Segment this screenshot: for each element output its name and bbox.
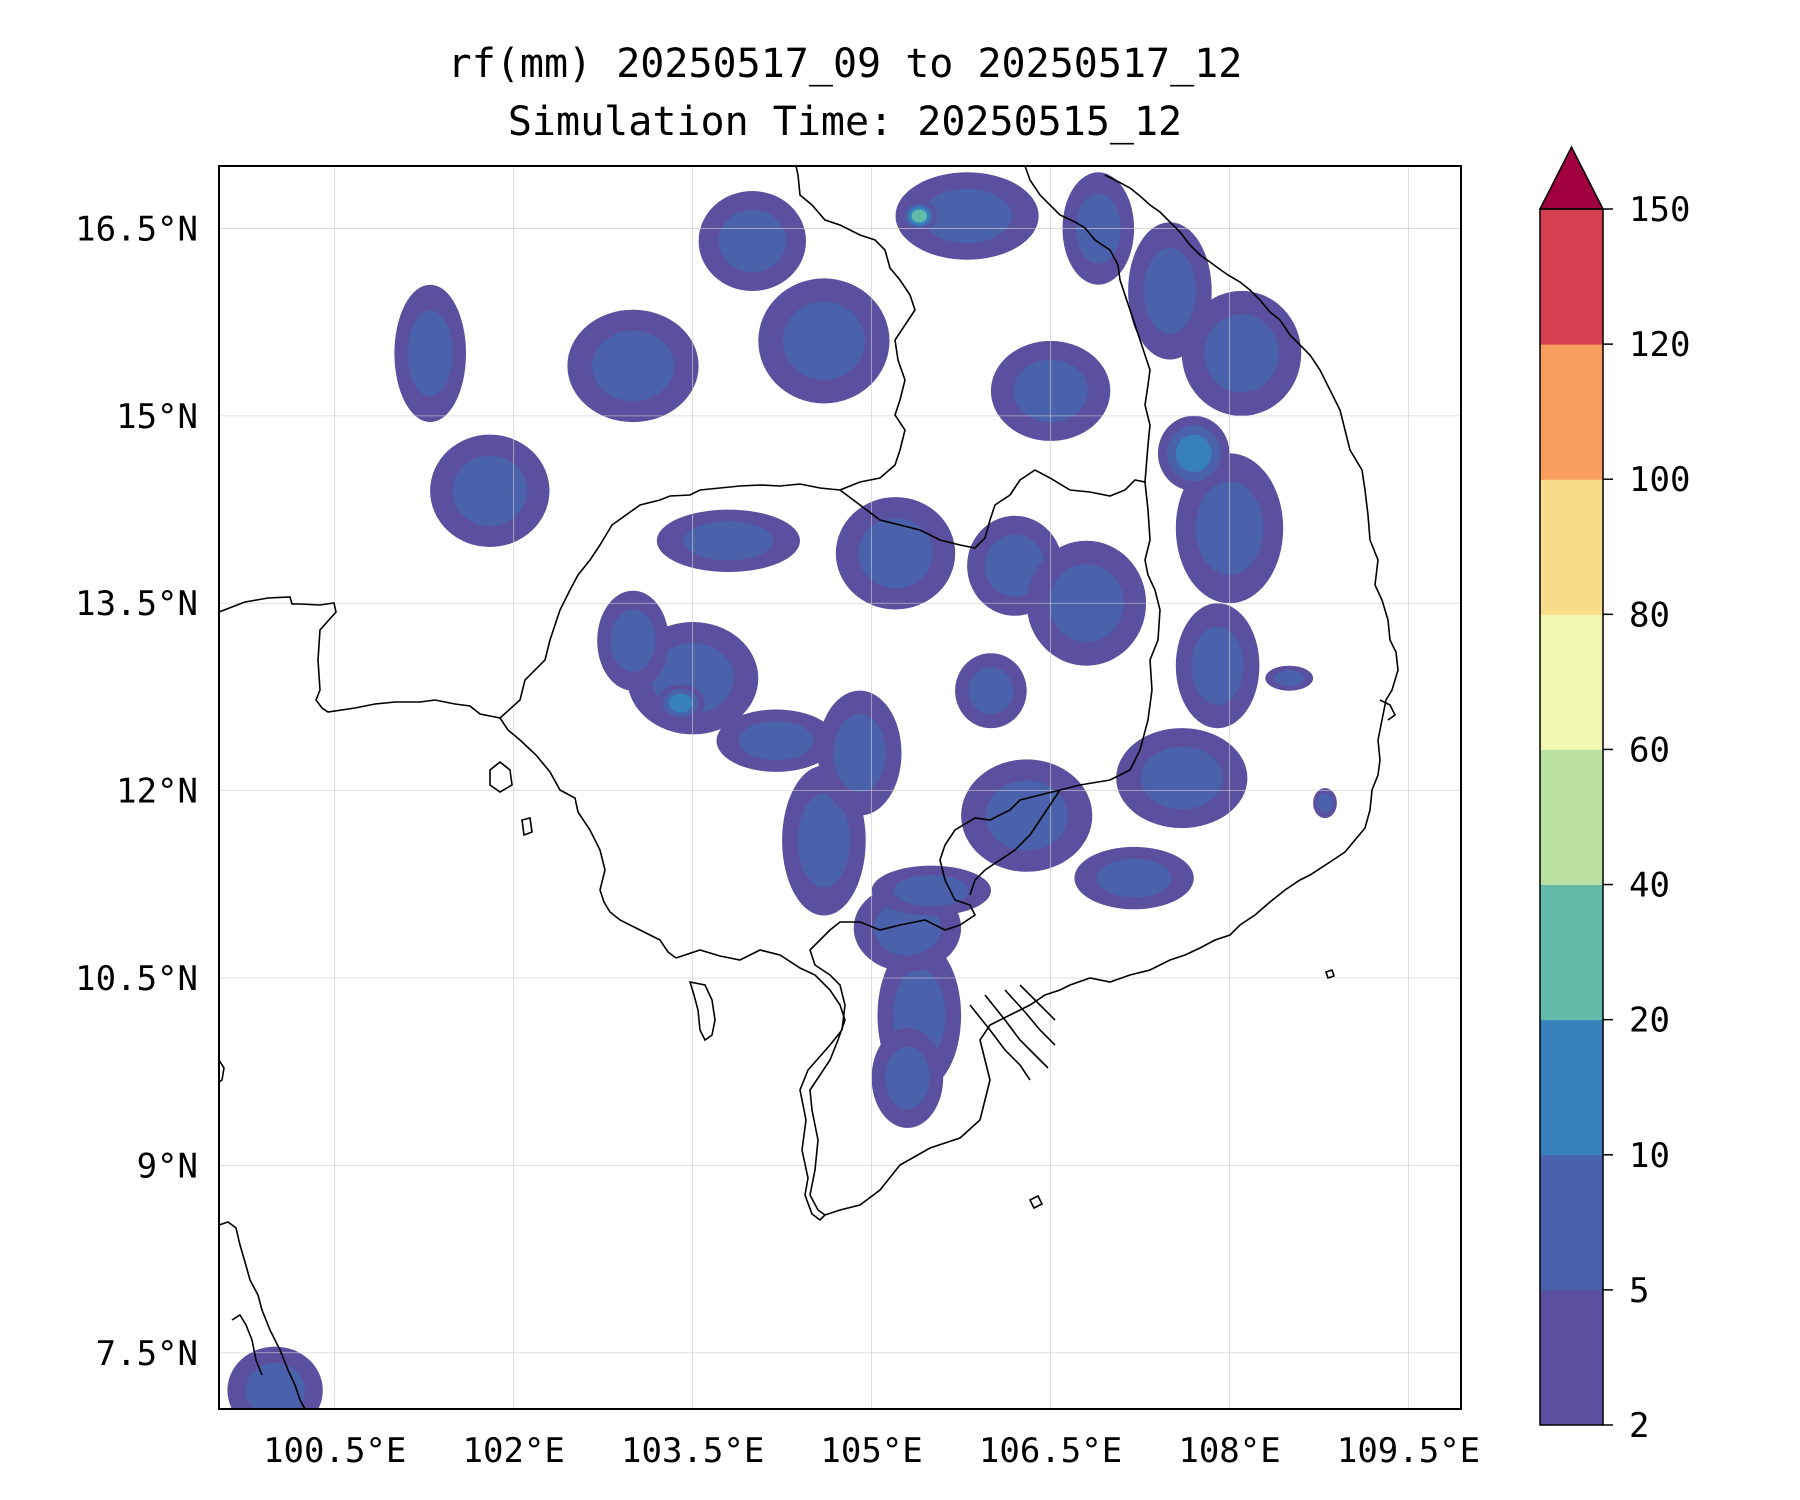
malay-coast xyxy=(219,1221,306,1409)
colorbar-label: 150 xyxy=(1629,190,1690,230)
map-frame xyxy=(218,165,1462,1410)
chart-title: rf(mm) 20250517_09 to 20250517_12 xyxy=(447,41,1243,87)
y-tick-label: 15°N xyxy=(116,397,198,437)
x-tick-label: 109.5°E xyxy=(1337,1431,1480,1471)
rain-cell xyxy=(407,310,453,397)
colorbar-segment xyxy=(1540,209,1603,345)
colorbar-segment xyxy=(1540,749,1603,885)
colorbar-segment xyxy=(1540,884,1603,1021)
delta-channel-3 xyxy=(1004,989,1056,1046)
colorbar-label: 40 xyxy=(1629,866,1670,906)
colorbar: 2 5 10 20 40 60 80 100 120 150 xyxy=(1538,145,1690,1446)
y-tick-label: 13.5°N xyxy=(75,584,198,624)
colorbar-segment xyxy=(1540,344,1603,480)
rain-cell xyxy=(985,534,1045,597)
delta-channel-4 xyxy=(1019,984,1056,1021)
rain-cell xyxy=(797,793,851,888)
x-tick-label: 108°E xyxy=(1178,1431,1280,1471)
rain-cell xyxy=(1274,670,1305,686)
delta-channel-2 xyxy=(984,994,1049,1069)
x-tick-label: 103.5°E xyxy=(621,1431,764,1471)
island-phu-quoc xyxy=(688,980,716,1042)
y-tick-label: 16.5°N xyxy=(75,209,198,249)
colorbar-segment xyxy=(1540,1019,1603,1156)
coastline-delta xyxy=(824,984,1071,1216)
colorbar-extend-arrow xyxy=(1538,145,1605,210)
x-tick-label: 105°E xyxy=(820,1431,922,1471)
rain-cell xyxy=(1143,248,1196,334)
y-axis-ticks: 16.5°N 15°N 13.5°N 12°N 10.5°N 9°N 7.5°N xyxy=(75,209,198,1373)
border-cambodia-laos xyxy=(839,469,1146,549)
rainfall-contours xyxy=(227,172,1337,1409)
vietnam-coast-inlet xyxy=(1379,699,1397,721)
y-tick-label: 7.5°N xyxy=(96,1334,198,1374)
border-thai-cambodia xyxy=(499,483,841,719)
rain-cell xyxy=(610,609,656,672)
island-tiny-1 xyxy=(1324,968,1336,980)
colorbar-segment xyxy=(1540,1289,1603,1426)
rain-cell xyxy=(985,780,1068,851)
colorbar-label: 100 xyxy=(1629,460,1690,500)
colorbar-frame xyxy=(1539,208,1604,1426)
gridlines xyxy=(219,166,1461,1409)
malay-island xyxy=(219,1059,225,1083)
rain-cell xyxy=(782,301,865,380)
colorbar-label: 2 xyxy=(1629,1406,1649,1446)
border-cambodia-vietnam xyxy=(809,481,1161,1031)
colorbar-label: 5 xyxy=(1629,1271,1649,1311)
island-koh-kong xyxy=(489,760,513,793)
border-laos-thailand xyxy=(795,166,916,491)
colorbar-label: 60 xyxy=(1629,730,1670,770)
rain-cell xyxy=(1096,858,1172,898)
rain-cell xyxy=(668,693,693,713)
rain-cell xyxy=(1140,746,1223,810)
x-tick-label: 106.5°E xyxy=(979,1431,1122,1471)
delta-channel-1 xyxy=(969,1004,1031,1081)
rain-cell xyxy=(894,875,969,907)
coastline-gulf-east xyxy=(675,949,846,1222)
rain-cell xyxy=(968,667,1014,715)
colorbar-segment xyxy=(1540,479,1603,615)
y-tick-label: 12°N xyxy=(116,772,198,812)
colorbar-label: 10 xyxy=(1629,1136,1670,1176)
y-tick-label: 10.5°N xyxy=(75,959,198,999)
colorbar-segment xyxy=(1540,1154,1603,1291)
rain-cell xyxy=(1317,793,1333,813)
rain-cell xyxy=(1191,626,1244,705)
island-small-1 xyxy=(521,817,533,837)
rain-cell xyxy=(833,714,886,793)
rain-cell xyxy=(683,521,774,561)
rain-cell xyxy=(592,330,674,401)
malay-coast-inner xyxy=(231,1313,263,1376)
x-tick-label: 102°E xyxy=(463,1431,565,1471)
colorbar-label: 20 xyxy=(1629,1001,1670,1041)
rain-cell xyxy=(1175,434,1212,472)
chart-subtitle: Simulation Time: 20250515_12 xyxy=(507,99,1183,145)
rain-cell xyxy=(858,518,933,589)
border-laos-vietnam xyxy=(1024,166,1151,483)
coastline-gulf-west xyxy=(219,596,677,959)
coastlines-borders xyxy=(219,166,1399,1409)
colorbar-segment xyxy=(1540,614,1603,750)
rain-cell xyxy=(738,721,814,761)
coastline-vietnam-south xyxy=(1069,174,1399,986)
x-tick-label: 100.5°E xyxy=(263,1431,406,1471)
rain-cell xyxy=(718,209,786,273)
rain-cell xyxy=(1204,314,1279,393)
rain-cell xyxy=(452,455,528,526)
rain-cell xyxy=(922,188,1012,244)
border-cambodia-interior xyxy=(969,789,1061,896)
y-tick-label: 9°N xyxy=(137,1146,198,1186)
rain-cell xyxy=(911,209,928,223)
rain-cell xyxy=(885,1046,930,1110)
island-con-dao xyxy=(1028,1194,1044,1210)
x-axis-ticks: 100.5°E 102°E 103.5°E 105°E 106.5°E 108°E 109.… xyxy=(263,1431,1480,1471)
colorbar-label: 80 xyxy=(1629,595,1670,635)
colorbar-label: 120 xyxy=(1629,325,1690,365)
